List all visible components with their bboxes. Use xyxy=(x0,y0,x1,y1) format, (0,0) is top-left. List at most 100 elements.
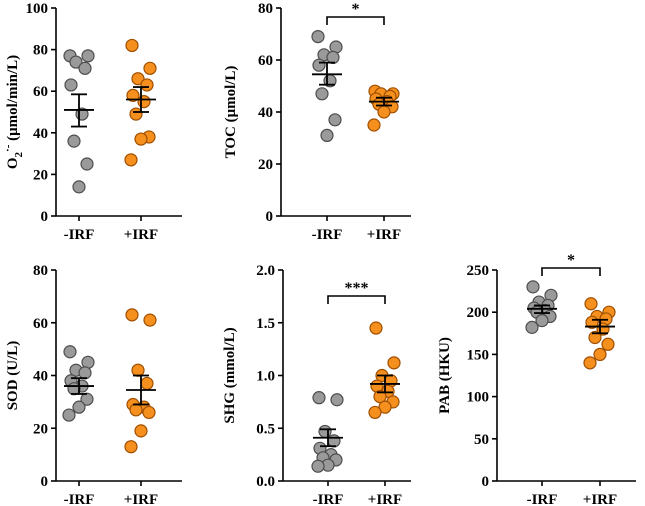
y-tick-label: 200 xyxy=(467,305,490,321)
panel-toc: 0 20 40 60 80 -IRF +IRF TOC (μmol/L) * xyxy=(223,1,411,243)
data-point-pos-irf xyxy=(369,321,383,335)
data-point-pos-irf xyxy=(131,363,145,377)
data-point-neg-irf xyxy=(69,55,83,69)
y-tick-label: 150 xyxy=(467,347,490,363)
data-point-pos-irf xyxy=(140,78,154,92)
data-point-pos-irf xyxy=(143,313,157,327)
y-axis-title: O2·- (μmol/min/L) xyxy=(2,55,25,169)
data-point-neg-irf xyxy=(318,424,332,439)
data-point-neg-irf xyxy=(64,78,78,92)
y-tick-label: 100 xyxy=(26,1,49,17)
data-point-pos-irf xyxy=(601,337,615,351)
data-point-pos-irf xyxy=(367,118,381,132)
data-point-neg-irf xyxy=(315,87,329,101)
data-point-neg-irf xyxy=(63,345,77,359)
significance-bracket xyxy=(327,295,386,304)
y-tick-label: 20 xyxy=(258,157,273,173)
y-axis-title-sub: 2 xyxy=(13,151,25,157)
y-tick-label: 0 xyxy=(482,474,490,490)
data-point-neg-irf xyxy=(311,459,325,473)
data-point-neg-irf xyxy=(328,113,342,127)
panel-sod: 0 20 40 60 80 -IRF +IRF SOD (U/L) xyxy=(5,263,182,506)
data-point-neg-irf xyxy=(67,134,81,148)
data-point-pos-irf xyxy=(140,376,154,391)
y-tick-label: 20 xyxy=(33,421,48,437)
data-point-pos-irf xyxy=(143,61,157,75)
y-axis-title: TOC (μmol/L) xyxy=(223,66,239,159)
x-category-label: -IRF xyxy=(64,227,95,243)
y-tick-label: 50 xyxy=(474,432,489,448)
y-tick-label: 0.5 xyxy=(256,421,275,437)
data-point-pos-irf xyxy=(588,330,602,345)
data-point-neg-irf xyxy=(81,49,95,63)
data-point-pos-irf xyxy=(134,132,148,146)
y-axis-title: SHG (mmol/L) xyxy=(222,327,238,423)
y-tick-label: 0 xyxy=(41,474,49,490)
x-category-label: -IRF xyxy=(527,492,558,506)
y-axis-title: SOD (U/L) xyxy=(5,341,21,411)
data-point-neg-irf xyxy=(62,408,76,422)
y-tick-label: 80 xyxy=(258,1,273,17)
data-point-neg-irf xyxy=(326,50,340,65)
data-point-pos-irf xyxy=(125,38,139,53)
data-point-pos-irf xyxy=(378,400,392,414)
data-point-pos-irf xyxy=(126,88,140,102)
data-point-neg-irf xyxy=(525,320,539,334)
data-point-pos-irf xyxy=(134,424,148,438)
data-point-pos-irf xyxy=(387,356,401,370)
data-point-neg-irf xyxy=(535,314,549,328)
x-category-label: -IRF xyxy=(313,492,344,506)
data-point-pos-irf xyxy=(125,308,139,322)
data-point-pos-irf xyxy=(593,347,607,361)
y-tick-label: 1.5 xyxy=(256,316,275,332)
y-tick-label: 0 xyxy=(41,209,49,225)
data-point-neg-irf xyxy=(312,58,326,72)
data-point-neg-irf xyxy=(72,400,86,414)
significance-label: *** xyxy=(345,280,369,297)
y-tick-label: 0 xyxy=(266,209,274,225)
data-point-neg-irf xyxy=(311,29,325,44)
significance-bracket xyxy=(541,267,601,276)
panel-shg: 0.0 0.5 1.0 1.5 2.0 -IRF +IRF SHG (mmol/L) *** xyxy=(222,263,411,506)
data-point-neg-irf xyxy=(526,280,540,294)
data-point-neg-irf xyxy=(327,434,341,448)
significance-label: * xyxy=(567,252,575,269)
data-point-pos-irf xyxy=(124,440,138,454)
data-point-neg-irf xyxy=(330,393,344,407)
y-axis-title-rest: (μmol/min/L) xyxy=(5,55,21,145)
x-category-label: +IRF xyxy=(368,492,402,506)
y-tick-label: 1.0 xyxy=(256,369,275,385)
data-point-pos-irf xyxy=(142,405,156,420)
data-point-neg-irf xyxy=(78,61,92,75)
data-point-pos-irf xyxy=(584,297,598,311)
y-axis-title-sup: ·- xyxy=(2,144,14,152)
data-point-pos-irf xyxy=(373,390,387,404)
y-tick-label: 80 xyxy=(33,263,48,279)
y-axis-title-main: SOD (U/L) xyxy=(5,341,21,411)
y-tick-label: 2.0 xyxy=(256,263,275,279)
y-tick-label: 60 xyxy=(33,316,48,332)
y-tick-label: 60 xyxy=(258,53,273,69)
y-tick-label: 100 xyxy=(467,390,490,406)
y-tick-label: 250 xyxy=(467,263,490,279)
y-axis-title-main: PAB (HKU) xyxy=(437,337,453,414)
significance-label: * xyxy=(352,1,360,18)
data-point-pos-irf xyxy=(124,153,138,167)
y-tick-label: 80 xyxy=(33,43,48,59)
x-category-label: +IRF xyxy=(367,227,401,243)
x-category-label: +IRF xyxy=(583,492,617,506)
significance-bracket xyxy=(326,16,385,25)
panel-pab: 0 50 100 150 200 250 -IRF +IRF PAB (HKU) * xyxy=(437,252,636,506)
x-category-label: -IRF xyxy=(64,492,95,506)
data-point-neg-irf xyxy=(312,391,326,405)
y-tick-label: 0.0 xyxy=(256,474,275,490)
y-axis-title: PAB (HKU) xyxy=(437,337,453,414)
data-point-neg-irf xyxy=(80,157,94,171)
data-point-pos-irf xyxy=(137,94,151,109)
data-point-pos-irf xyxy=(131,72,145,86)
data-point-pos-irf xyxy=(377,105,391,119)
y-axis-title-main: TOC (μmol/L) xyxy=(223,66,239,159)
y-tick-label: 40 xyxy=(33,126,48,142)
y-tick-label: 40 xyxy=(33,369,48,385)
